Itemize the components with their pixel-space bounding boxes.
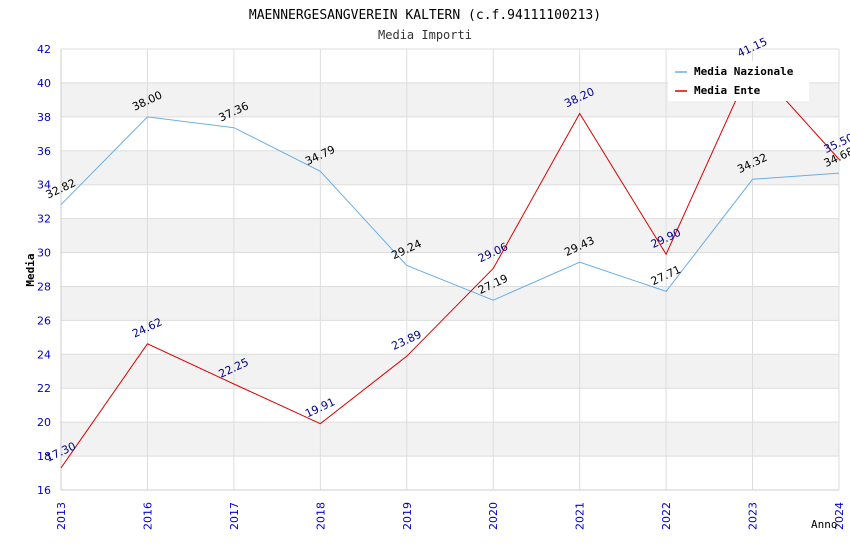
x-tick-label: 2019: [401, 502, 414, 530]
y-tick-label: 42: [37, 43, 51, 56]
y-tick-label: 24: [37, 348, 51, 361]
y-tick-label: 26: [37, 314, 51, 327]
x-tick-label: 2013: [55, 502, 68, 530]
x-tick-label: 2021: [574, 502, 587, 530]
y-tick-label: 30: [37, 247, 51, 260]
x-tick-label: 2016: [141, 502, 154, 530]
grid-band: [61, 354, 839, 389]
grid-band: [61, 218, 839, 253]
grid-band: [61, 422, 839, 457]
x-tick-labels: 2013 2016 2017 2018 2019 2020 2021 2022 2023 2024: [55, 502, 846, 530]
chart-subtitle: Media Importi: [378, 28, 472, 42]
y-tick-label: 22: [37, 382, 51, 395]
legend-label-media-ente: Media Ente: [694, 84, 761, 97]
x-tick-label: 2024: [833, 502, 846, 530]
x-tick-label: 2020: [487, 502, 500, 530]
series-line-1: [60, 62, 840, 469]
legend-label-media-nazionale: Media Nazionale: [694, 65, 794, 78]
x-axis-label: Anno: [811, 518, 838, 531]
grid-bands: [61, 82, 839, 457]
y-tick-label: 32: [37, 213, 51, 226]
y-tick-labels: 16 18 20 22 24 26 28 30 32 34 36 38 40 42: [37, 43, 51, 497]
axes: [60, 49, 839, 491]
x-tick-label: 2017: [228, 502, 241, 530]
y-tick-label: 40: [37, 77, 51, 90]
legend: Media Nazionale Media Ente: [668, 61, 809, 101]
grid-band: [61, 150, 839, 185]
y-tick-label: 36: [37, 145, 51, 158]
y-tick-label: 34: [37, 179, 51, 192]
series-lines: [60, 62, 840, 469]
chart-title: MAENNERGESANGVEREIN KALTERN (c.f.9411110…: [249, 8, 601, 23]
legend-box: [668, 61, 809, 101]
y-tick-label: 18: [37, 450, 51, 463]
x-tick-label: 2022: [660, 502, 673, 530]
y-tick-label: 28: [37, 280, 51, 293]
x-tick-label: 2023: [747, 502, 760, 530]
grid-band: [61, 286, 839, 321]
y-axis-label: Media: [24, 253, 37, 286]
y-tick-label: 38: [37, 111, 51, 124]
x-tick-label: 2018: [314, 502, 327, 530]
series-line-0: [60, 116, 840, 301]
y-tick-label: 20: [37, 416, 51, 429]
y-tick-label: 16: [37, 484, 51, 497]
